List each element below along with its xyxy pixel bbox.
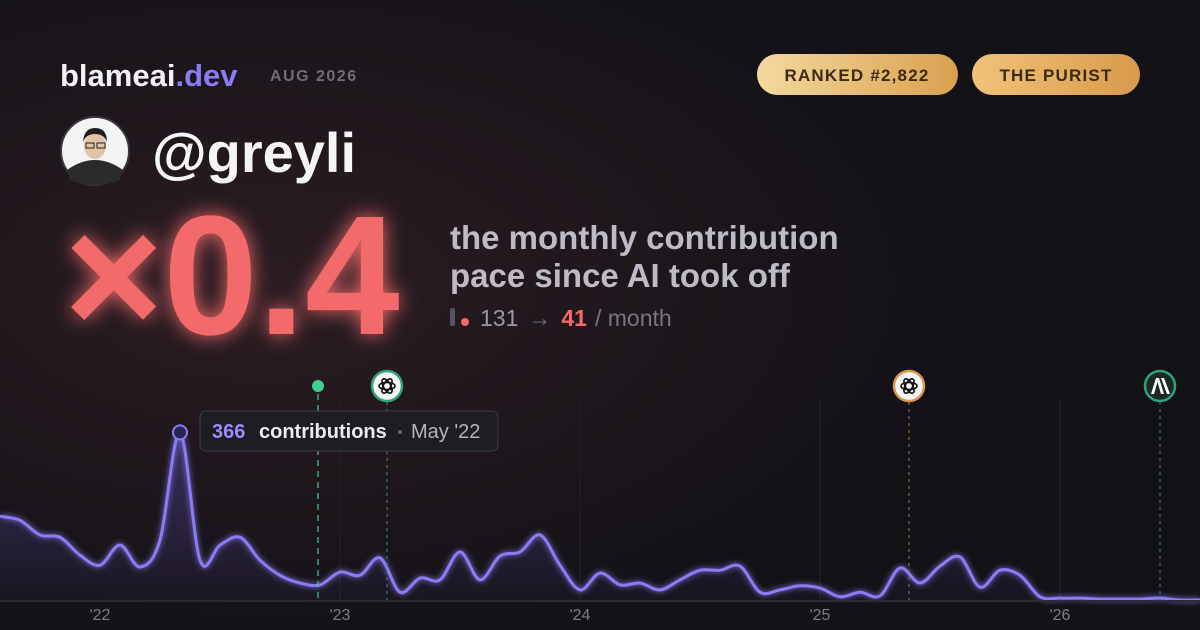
- badge-label: THE PURIST: [999, 66, 1112, 85]
- legend-dot: [461, 318, 469, 326]
- handle: @greyli: [152, 121, 356, 184]
- event-icon: [370, 369, 404, 403]
- before-value: 131: [480, 305, 518, 331]
- tooltip-value: 366: [212, 421, 245, 443]
- highlight-point: [172, 424, 188, 441]
- tooltip-date: May '22: [411, 421, 480, 443]
- description: pace since AI took off: [450, 257, 791, 294]
- unit: / month: [595, 305, 672, 331]
- tooltip: 366 contributions May '22: [199, 410, 499, 452]
- multiplier: ×0.4: [64, 181, 400, 371]
- event-dot: [312, 380, 324, 392]
- legend-bar: [450, 308, 455, 326]
- tooltip-separator: [398, 430, 402, 434]
- x-tick-label: '23: [330, 607, 351, 624]
- brand: blameai.dev: [60, 58, 238, 93]
- avatar: [60, 116, 130, 186]
- badge-label: RANKED #2,822: [784, 66, 929, 85]
- event-icon: [892, 369, 926, 403]
- line: [0, 430, 1200, 602]
- brand-name: blameai: [60, 58, 175, 93]
- badge: [972, 54, 1140, 95]
- stats: 131 → 41 / month: [480, 305, 672, 331]
- x-tick-label: '26: [1050, 607, 1071, 624]
- area: [0, 432, 1200, 601]
- badge: [757, 54, 958, 95]
- x-tick-label: '25: [810, 607, 831, 624]
- x-tick-label: '24: [570, 607, 591, 624]
- date: AUG 2026: [270, 68, 358, 85]
- x-tick-label: '22: [90, 607, 111, 624]
- tooltip-label: contributions: [259, 421, 387, 443]
- arrow: →: [528, 305, 551, 331]
- event-markers: [312, 369, 1177, 600]
- after-value: 41: [561, 305, 587, 331]
- openai-logo: [900, 378, 918, 394]
- anthropic-logo: [1151, 378, 1170, 394]
- description: the monthly contribution: [450, 219, 839, 256]
- openai-logo: [378, 378, 396, 394]
- brand-tld: .dev: [175, 58, 238, 93]
- tooltip-box: [199, 410, 499, 452]
